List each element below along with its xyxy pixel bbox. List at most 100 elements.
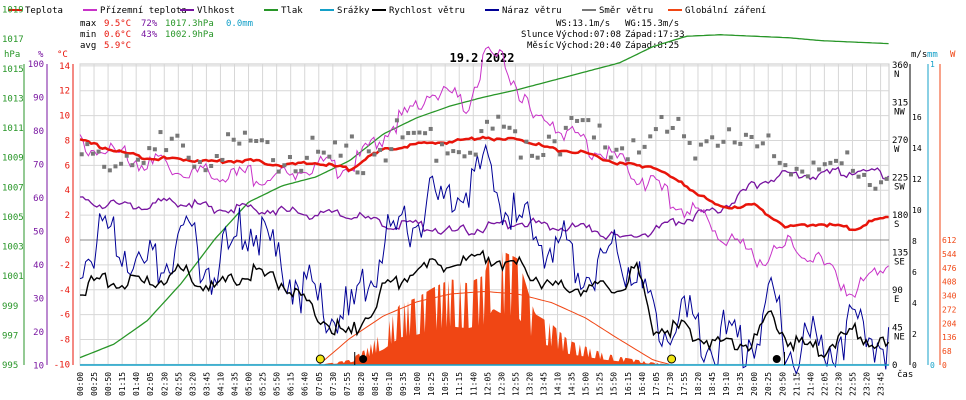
pressure-tick-label: 1003: [2, 243, 24, 253]
direction-point: [546, 134, 551, 139]
direction-point: [507, 125, 512, 130]
pressure-tick-label: 1007: [2, 183, 24, 193]
x-tick-label: 08:45: [371, 372, 380, 396]
x-tick-label: 05:25: [259, 372, 268, 396]
temp-tick-label: -10: [54, 360, 70, 370]
direction-point: [479, 129, 484, 134]
direction-point: [439, 142, 444, 147]
direction-point: [141, 160, 146, 165]
direction-cardinal-label: E: [894, 295, 899, 305]
direction-point: [231, 137, 236, 142]
sun-label: Slunce: [521, 30, 554, 40]
direction-point: [462, 154, 467, 159]
unit-rain: mm: [927, 50, 938, 60]
direction-point: [794, 166, 799, 171]
x-tick-label: 05:00: [245, 372, 254, 396]
pressure-tick-label: 1017: [2, 35, 24, 45]
unit-time: čas: [897, 369, 913, 380]
direction-point: [625, 157, 630, 162]
legend-label-7: Směr větru: [599, 6, 653, 16]
x-tick-label: 12:05: [483, 372, 492, 396]
x-tick-label: 19:35: [736, 372, 745, 396]
x-tick-label: 17:55: [680, 372, 689, 396]
direction-point: [653, 127, 658, 132]
direction-cardinal-label: NE: [894, 333, 905, 343]
plot-elements: 00:00 00:25 00:50 01:15 01:40 02:05 02:30 02:55…: [2, 6, 957, 396]
direction-point: [811, 160, 816, 165]
direction-point: [698, 142, 703, 147]
x-tick-label: 09:10: [385, 372, 394, 396]
legend-item-5: Rychlost větru: [372, 6, 465, 16]
x-tick-label: 13:45: [539, 372, 548, 396]
moonrise-marker: [772, 355, 781, 363]
x-tick-label: 02:30: [160, 372, 169, 396]
stat-rain: 0.0mm: [226, 19, 253, 29]
direction-cardinal-label: SW: [894, 183, 905, 193]
x-tick-label: 06:40: [301, 372, 310, 396]
x-tick-label: 15:25: [596, 372, 605, 396]
unit-pressure: hPa: [4, 50, 20, 60]
x-tick-label: 22:05: [820, 372, 829, 396]
temp-tick-label: -6: [59, 311, 70, 321]
direction-point: [327, 154, 332, 159]
legend-label-5: Rychlost větru: [389, 6, 465, 16]
direction-point: [181, 143, 186, 148]
temp-tick-label: 12: [59, 87, 70, 97]
legend-label-6: Náraz větru: [502, 6, 562, 16]
direction-point: [237, 141, 242, 146]
temp-tick-label: 10: [59, 112, 70, 122]
temperature-line: [79, 135, 889, 232]
humidity-tick-label: 100: [28, 60, 44, 70]
stat-pressure-max: 1017.3hPa: [165, 19, 214, 29]
direction-point: [226, 132, 231, 137]
direction-cardinal-label: S: [894, 220, 899, 230]
radiation-tick-label: 204: [942, 319, 957, 328]
direction-point: [586, 118, 591, 123]
direction-point: [90, 151, 95, 156]
direction-point: [682, 134, 687, 139]
chart-title: 19.2.2022: [449, 51, 514, 65]
direction-point: [496, 114, 501, 119]
x-tick-label: 07:30: [329, 372, 338, 396]
direction-point: [676, 116, 681, 121]
direction-point: [113, 164, 118, 169]
direction-point: [434, 158, 439, 163]
pressure-tick-label: 1015: [2, 65, 24, 75]
direction-point: [254, 139, 259, 144]
direction-point: [490, 126, 495, 131]
direction-point: [513, 129, 518, 134]
direction-point: [563, 125, 568, 130]
x-tick-label: 14:10: [554, 372, 563, 396]
direction-point: [473, 152, 478, 157]
humidity-tick-label: 20: [33, 328, 44, 338]
x-tick-label: 12:55: [511, 372, 520, 396]
radiation-tick-label: 272: [942, 305, 957, 314]
x-tick-label: 06:15: [287, 372, 296, 396]
x-tick-label: 11:15: [455, 372, 464, 396]
x-tick-label: 16:15: [624, 372, 633, 396]
pressure-tick-label: 1001: [2, 272, 24, 282]
direction-tick-label: 270: [892, 136, 908, 146]
axis-unit-labels: hPa % °C m/s mm W čas: [4, 50, 956, 380]
direction-point: [710, 135, 715, 140]
pressure-tick-label: 995: [2, 361, 18, 371]
legend-item-4: Srážky: [320, 6, 370, 16]
direction-cardinal-label: N: [894, 70, 899, 80]
direction-point: [152, 147, 157, 152]
direction-point: [164, 148, 169, 153]
ground-temperature-line: [79, 46, 889, 299]
stat-wg: WG:15.3m/s: [625, 19, 679, 29]
x-tick-label: 23:45: [877, 372, 886, 396]
x-tick-label: 18:20: [694, 372, 703, 396]
stats-block: max min avg 9.5°C 0.6°C 5.9°C 72% 43% 10…: [80, 19, 685, 51]
x-tick-label: 11:40: [469, 372, 478, 396]
direction-tick-label: 180: [892, 211, 908, 221]
direction-point: [203, 168, 208, 173]
x-tick-label: 21:40: [806, 372, 815, 396]
radiation-tick-label: 0: [942, 361, 947, 370]
direction-point: [541, 152, 546, 157]
direction-point: [867, 183, 872, 188]
temp-tick-label: 8: [65, 136, 70, 146]
direction-point: [614, 147, 619, 152]
direction-point: [715, 143, 720, 148]
